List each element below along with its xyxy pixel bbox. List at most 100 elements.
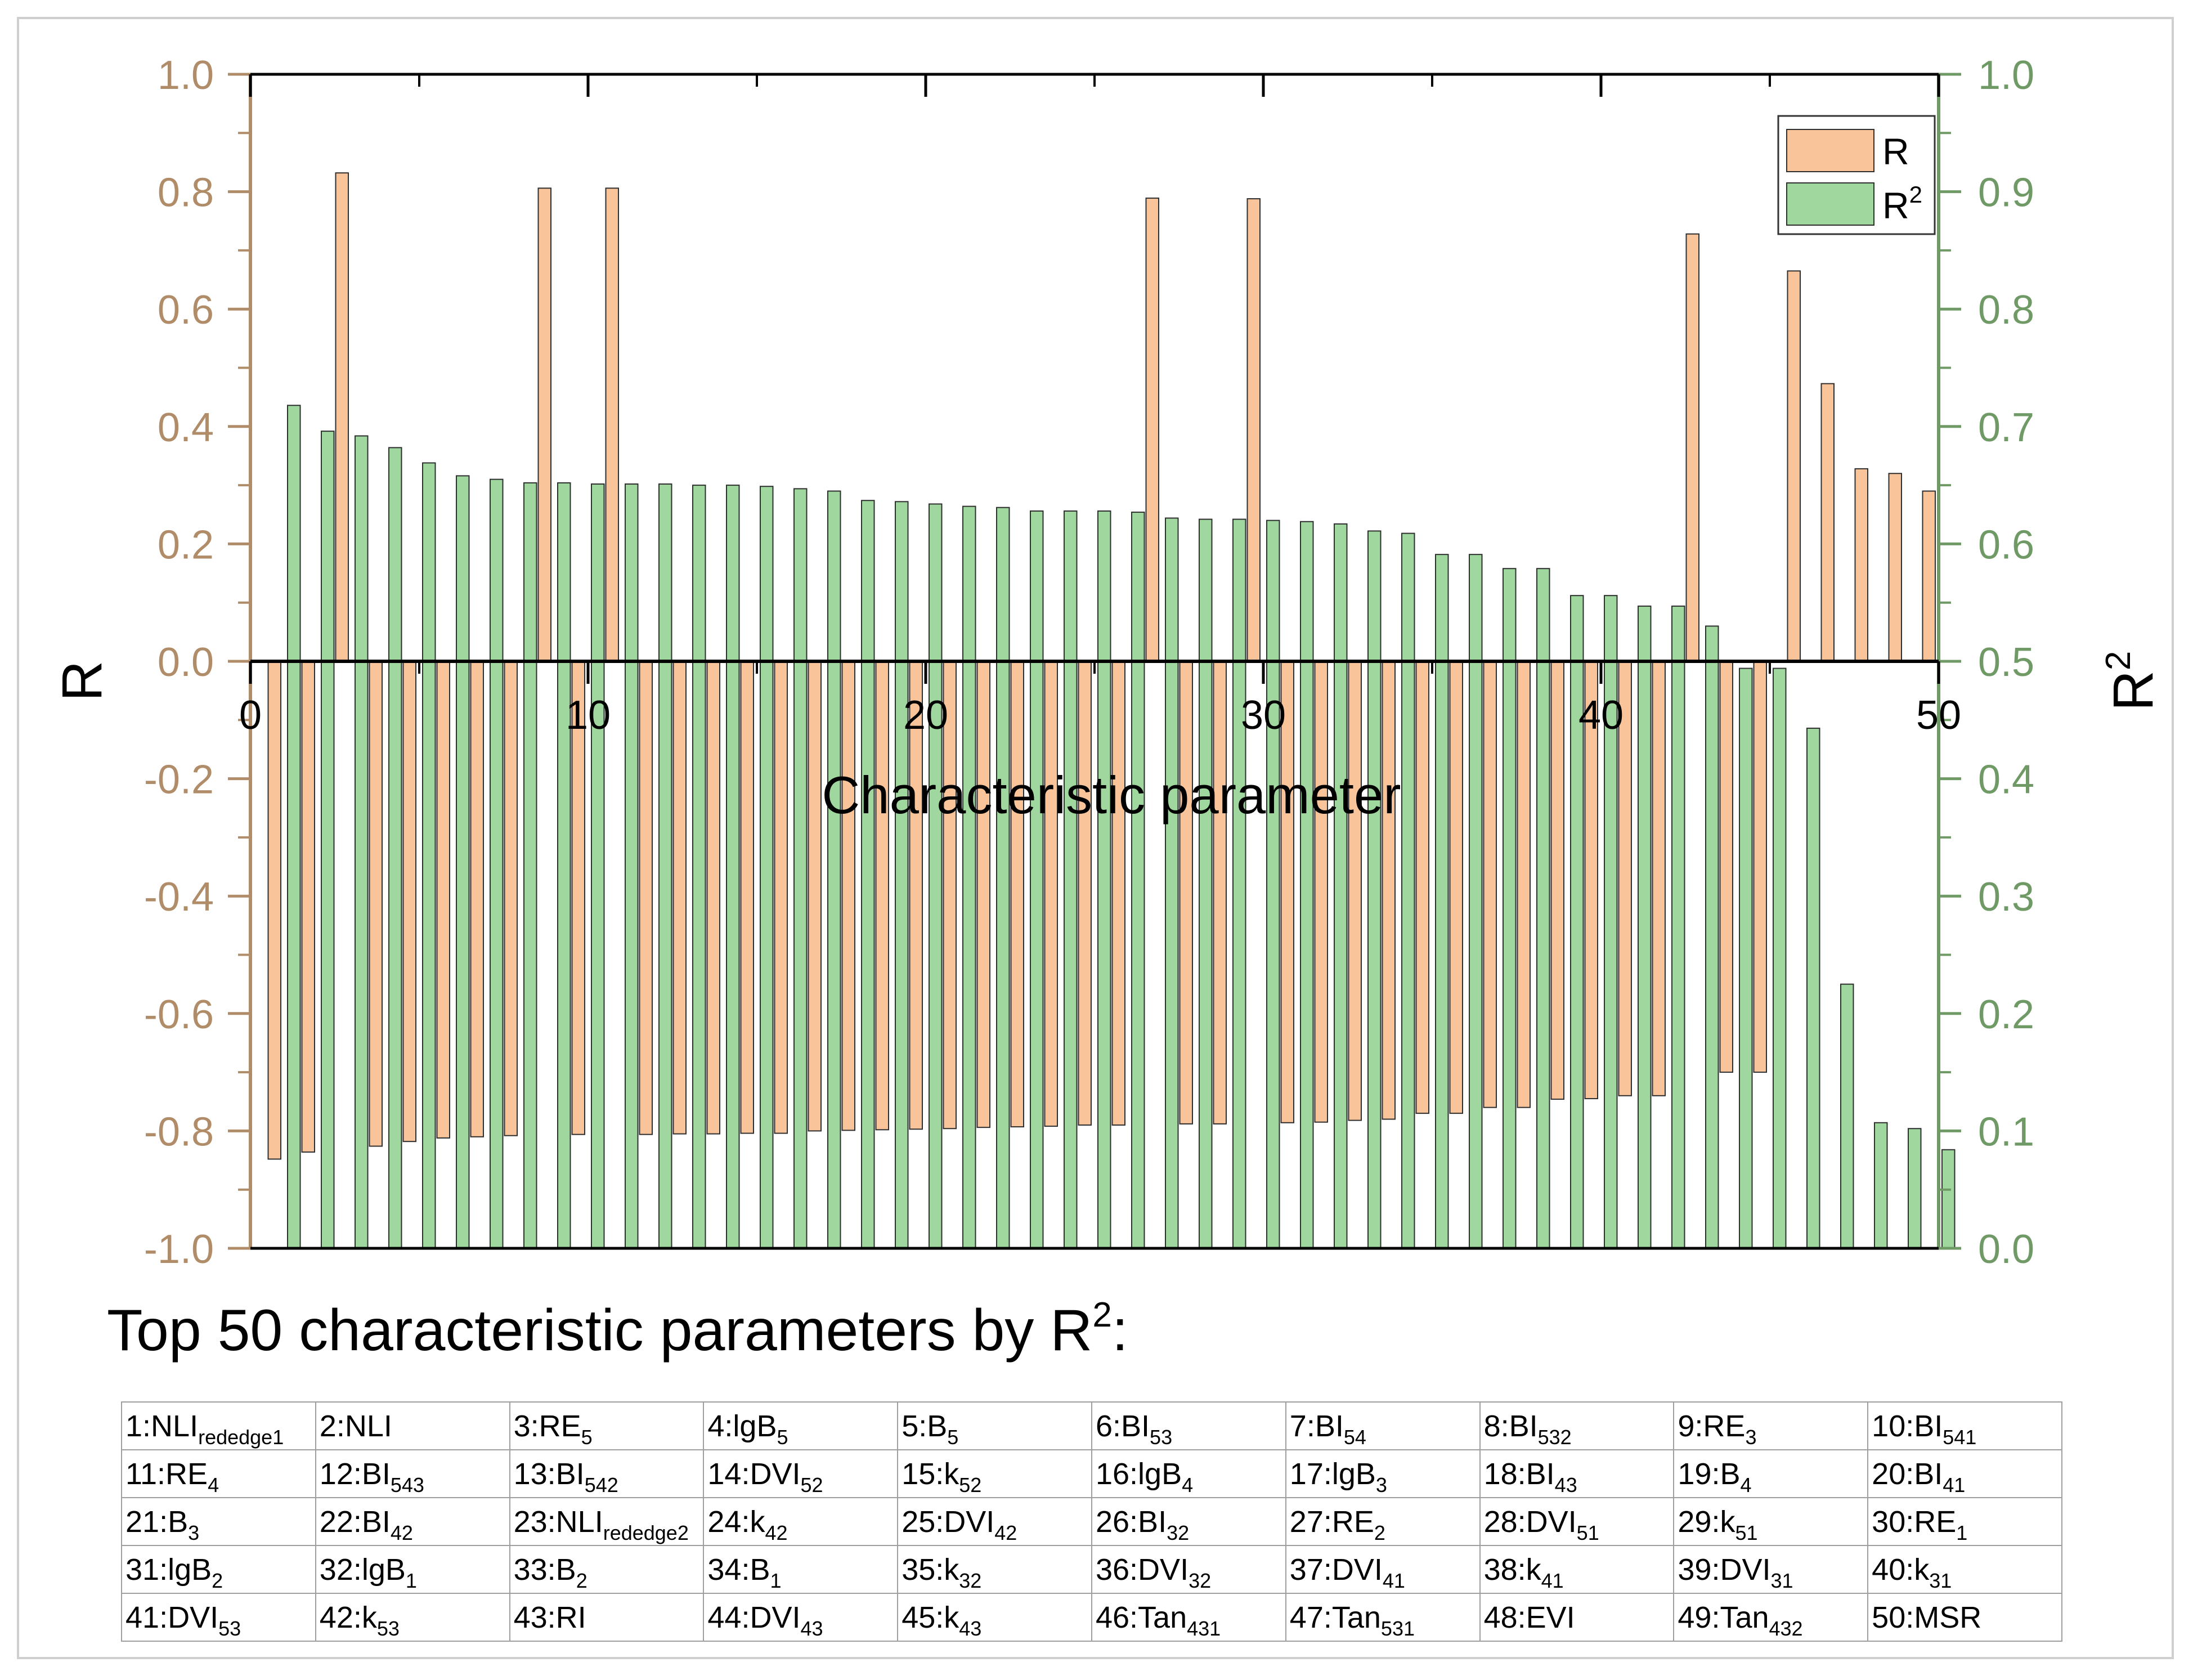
r-bar-27 — [1145, 198, 1159, 662]
parameter-subscript: 532 — [1537, 1425, 1572, 1449]
parameter-cell: 5:B5 — [897, 1401, 1092, 1450]
parameter-cell: 29:k51 — [1673, 1497, 1869, 1546]
r-bar-38 — [1517, 661, 1531, 1108]
right-tick-label: 0.6 — [1978, 522, 2034, 567]
parameter-subscript: 53 — [1150, 1425, 1173, 1449]
parameter-cell: 34:B1 — [703, 1545, 899, 1594]
r2-bar-26 — [1131, 512, 1145, 1249]
parameter-subscript: 5 — [777, 1425, 788, 1449]
parameter-cell: 18:BI43 — [1479, 1449, 1675, 1498]
parameter-cell: 27:RE2 — [1285, 1497, 1481, 1546]
parameter-label: 16:lgB — [1095, 1457, 1182, 1491]
parameter-subscript: 41 — [1943, 1473, 1966, 1497]
parameter-label: 26:BI — [1095, 1504, 1167, 1539]
right-tick-label: 0.7 — [1978, 405, 2034, 450]
r-bar-46 — [1787, 270, 1801, 662]
r2-bar-15 — [760, 486, 774, 1249]
parameter-label: 44:DVI — [707, 1600, 801, 1634]
parameter-subscript: 432 — [1769, 1616, 1803, 1640]
parameter-cell: 47:Tan531 — [1285, 1593, 1481, 1642]
parameter-subscript: 32 — [1167, 1521, 1190, 1544]
parameter-label: 15:k — [902, 1457, 959, 1491]
r-bar-48 — [1854, 468, 1868, 662]
parameter-label: 32:lgB — [319, 1552, 406, 1587]
r-bar-6 — [436, 661, 450, 1139]
r-bar-32 — [1314, 661, 1328, 1123]
r2-bar-17 — [827, 490, 841, 1249]
parameter-cell: 8:BI532 — [1479, 1401, 1675, 1450]
parameter-cell: 22:BI42 — [315, 1497, 510, 1546]
right-tick-label: 0.4 — [1978, 758, 2034, 803]
left-tick-label: 0.2 — [158, 522, 214, 567]
left-tick-label: 1.0 — [158, 53, 214, 98]
left-axis-title: R — [51, 661, 114, 701]
r2-bar-1 — [287, 405, 301, 1249]
parameter-list-title-suffix: : — [1111, 1298, 1128, 1363]
parameter-label: 3:RE — [513, 1409, 581, 1443]
r2-bar-3 — [355, 435, 369, 1249]
r2-bar-46 — [1806, 727, 1820, 1249]
r-bar-37 — [1483, 661, 1497, 1108]
parameter-row: 21:B3 22:BI42 23:NLIrededge2 24:k42 25:DVI42… — [121, 1497, 2062, 1546]
left-tick-label: -0.8 — [144, 1109, 214, 1154]
r2-bar-37 — [1503, 568, 1517, 1249]
legend: RR2 — [1777, 115, 1936, 235]
parameter-cell: 15:k52 — [897, 1449, 1092, 1498]
r-bar-19 — [875, 661, 889, 1131]
r-bar-18 — [841, 661, 855, 1131]
legend-label-r2-base: R — [1882, 185, 1909, 226]
parameter-subscript: 4 — [208, 1473, 219, 1497]
r-bar-44 — [1719, 661, 1733, 1073]
parameter-row: 31:lgB2 32:lgB1 33:B2 34:B1 35:k32 36:DVI32 37… — [121, 1545, 2062, 1594]
parameter-cell: 35:k32 — [897, 1545, 1092, 1594]
r2-bar-13 — [692, 485, 706, 1249]
parameter-cell: 38:k41 — [1479, 1545, 1675, 1594]
axes-group: -1.0 -0.8 -0.6 -0.4 -0.2 0.0 0.2 0.4 0.6 0.8 1.0 R 0… — [51, 53, 2165, 1272]
parameter-cell: 14:DVI52 — [703, 1449, 899, 1498]
r2-bar-31 — [1300, 521, 1314, 1249]
parameter-label: 22:BI — [319, 1504, 391, 1539]
parameter-subscript: 542 — [584, 1473, 618, 1497]
parameter-subscript: 31 — [1929, 1569, 1952, 1592]
r-bar-7 — [470, 661, 484, 1137]
parameter-cell: 1:NLIrededge1 — [121, 1401, 316, 1450]
r2-bar-21 — [962, 505, 976, 1249]
right-axis-title-sup: 2 — [2099, 651, 2138, 670]
r2-bar-25 — [1097, 510, 1111, 1249]
r-bar-39 — [1550, 661, 1564, 1100]
r-bar-3 — [335, 172, 349, 662]
r2-bar-16 — [793, 488, 808, 1249]
r-bar-2 — [301, 661, 315, 1153]
r2-bar-8 — [523, 482, 537, 1249]
parameter-label: 28:DVI — [1483, 1504, 1577, 1539]
r-bar-14 — [706, 661, 720, 1135]
parameter-subscript: 531 — [1380, 1616, 1415, 1640]
parameter-cell: 50:MSR — [1867, 1593, 2062, 1642]
r2-bar-5 — [422, 462, 436, 1249]
parameter-subscript: 1 — [405, 1569, 417, 1592]
parameter-cell: 49:Tan432 — [1673, 1593, 1869, 1642]
parameter-subscript: 2 — [212, 1569, 223, 1592]
x-tick-label: 0 — [239, 693, 262, 738]
parameter-label: 13:BI — [513, 1457, 585, 1491]
r2-bar-38 — [1536, 568, 1550, 1249]
r-bar-34 — [1382, 661, 1396, 1120]
parameter-label: 14:DVI — [707, 1457, 801, 1491]
parameter-subscript: rededge2 — [603, 1521, 689, 1544]
r-bar-5 — [402, 661, 416, 1143]
right-tick-label: 0.8 — [1978, 288, 2034, 333]
r2-bar-28 — [1199, 518, 1213, 1249]
legend-label-r2: R2 — [1882, 181, 1922, 226]
parameter-cell: 31:lgB2 — [121, 1545, 316, 1594]
r-bar-1 — [267, 661, 281, 1160]
x-tick-label: 10 — [566, 693, 611, 738]
parameter-label: 34:B — [707, 1552, 770, 1587]
parameter-cell: 32:lgB1 — [315, 1545, 510, 1594]
parameter-subscript: 42 — [765, 1521, 788, 1544]
parameter-label: 9:RE — [1678, 1409, 1746, 1443]
parameter-cell: 45:k43 — [897, 1593, 1092, 1642]
r2-bar-22 — [996, 507, 1010, 1249]
r2-bar-33 — [1367, 530, 1382, 1249]
parameter-subscript: 2 — [1374, 1521, 1385, 1544]
parameter-label: 18:BI — [1483, 1457, 1555, 1491]
